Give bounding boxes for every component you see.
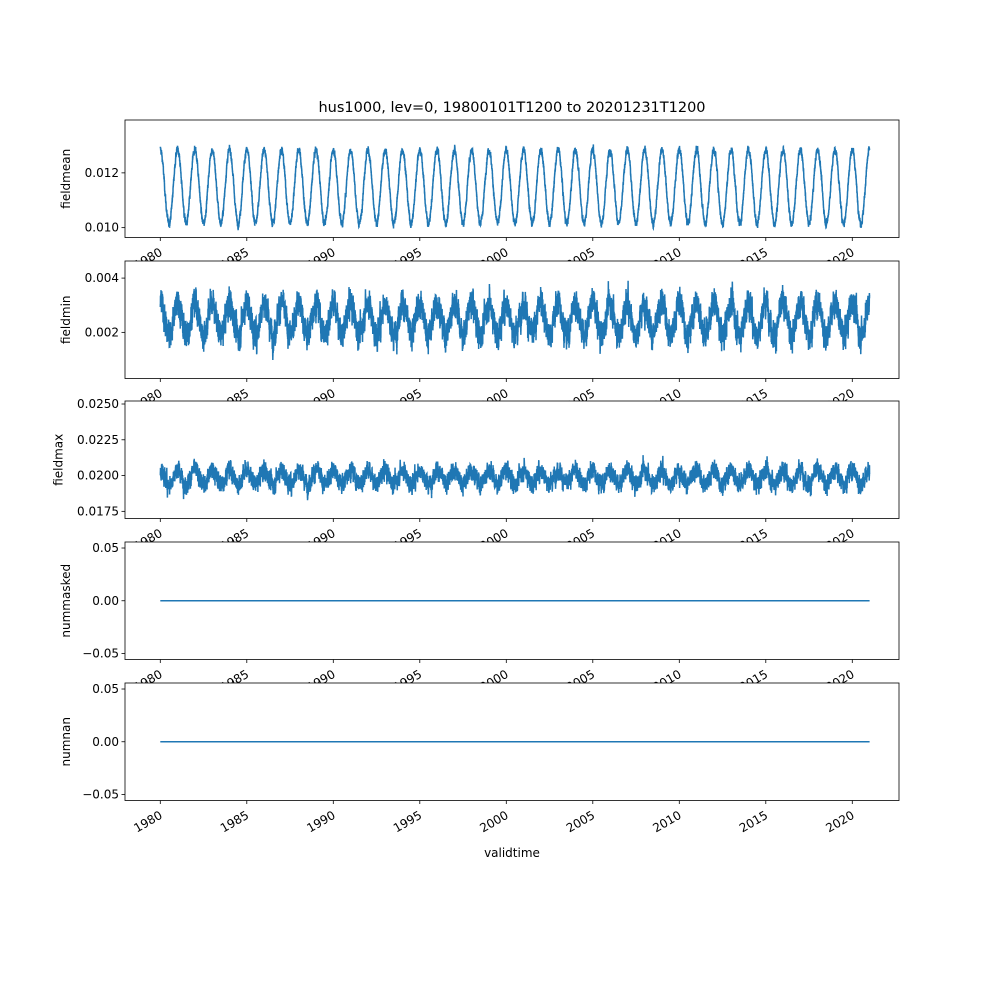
y-tick-label: 0.004 xyxy=(85,271,119,285)
fieldmin-line xyxy=(159,280,871,361)
y-tick-label: 0.00 xyxy=(92,735,119,749)
y-tick-label: 0.002 xyxy=(85,325,119,339)
y-axis-label: nummasked xyxy=(59,564,73,638)
y-tick-label: 0.0225 xyxy=(77,433,119,447)
y-tick-label: 0.0250 xyxy=(77,397,119,411)
y-tick-label: 0.0200 xyxy=(77,469,119,483)
y-axis-label: fieldmin xyxy=(59,295,73,344)
axes-frame xyxy=(124,260,900,379)
y-tick-label: −0.05 xyxy=(82,787,119,801)
plot-area xyxy=(125,120,899,238)
y-tick-label: 0.012 xyxy=(85,166,119,180)
chart-title: hus1000, lev=0, 19800101T1200 to 2020123… xyxy=(318,100,705,116)
y-tick-label: 0.05 xyxy=(92,541,119,555)
plot-area xyxy=(125,401,899,519)
y-tick-label: 0.0175 xyxy=(77,504,119,518)
y-axis-label: numnan xyxy=(59,717,73,766)
y-axis-label: fieldmean xyxy=(59,149,73,209)
axes-frame xyxy=(124,119,900,238)
y-tick-label: 0.05 xyxy=(92,682,119,696)
axes-frame xyxy=(124,400,900,519)
y-tick-label: 0.010 xyxy=(85,221,119,235)
y-tick-label: −0.05 xyxy=(82,646,119,660)
y-axis-label: fieldmax xyxy=(51,434,65,486)
x-axis-label: validtime xyxy=(484,846,540,860)
fieldmax-line xyxy=(159,455,871,501)
fieldmean-line xyxy=(159,144,871,232)
y-tick-label: 0.00 xyxy=(92,594,119,608)
